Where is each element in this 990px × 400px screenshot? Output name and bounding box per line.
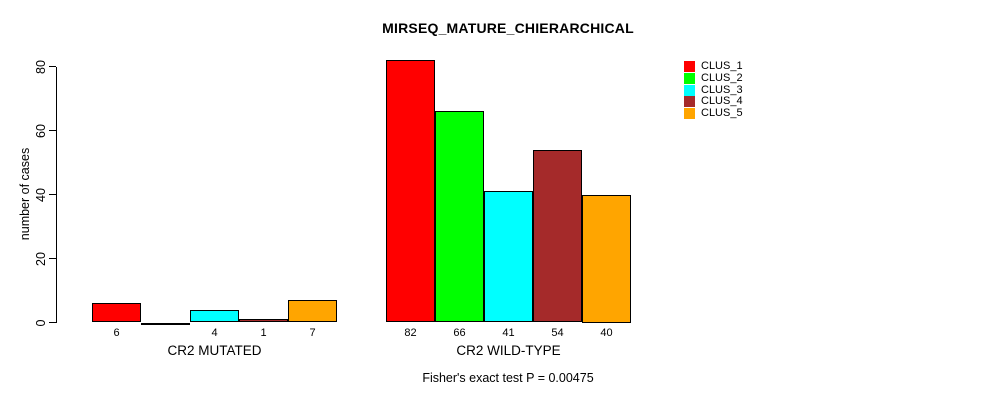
- legend-item-clus-5: CLUS_5: [684, 108, 743, 120]
- bar-clus-4-cr2-wild-type: [533, 149, 582, 323]
- y-axis-tick-label: 20: [34, 251, 48, 266]
- bar-clus-5-cr2-wild-type: [582, 194, 631, 323]
- y-axis-line: [56, 66, 57, 323]
- y-axis-tick: [49, 130, 56, 131]
- legend-swatch-clus-4: [684, 96, 695, 108]
- y-axis-tick-label: 0: [34, 319, 48, 326]
- bar-clus-4-cr2-mutated: [239, 319, 288, 323]
- chart-title: MIRSEQ_MATURE_CHIERARCHICAL: [382, 20, 634, 36]
- bar-value-label: 4: [211, 327, 218, 339]
- legend-swatch-clus-5: [684, 108, 695, 120]
- legend-item-clus-1: CLUS_1: [684, 61, 743, 73]
- y-axis-tick: [49, 258, 56, 259]
- bar-value-label: 66: [453, 327, 466, 339]
- bar-clus-3-cr2-mutated: [190, 309, 239, 323]
- bar-value-label: 54: [551, 327, 564, 339]
- legend-label: CLUS_4: [701, 95, 743, 108]
- x-category-cr2-wild-type: CR2 WILD-TYPE: [456, 343, 561, 358]
- legend-label: CLUS_2: [701, 72, 743, 85]
- legend-label: CLUS_5: [701, 107, 743, 120]
- bar-value-label: 6: [113, 327, 120, 339]
- y-axis-tick-label: 80: [34, 59, 48, 74]
- legend-swatch-clus-1: [684, 61, 695, 73]
- bar-clus-5-cr2-mutated: [288, 300, 337, 323]
- bar-clus-2-cr2-wild-type: [435, 111, 484, 323]
- legend-label: CLUS_1: [701, 60, 743, 73]
- fisher-test-annotation: Fisher's exact test P = 0.00475: [422, 371, 594, 385]
- bar-clus-1-cr2-mutated: [92, 303, 141, 323]
- legend-swatch-clus-3: [684, 84, 695, 96]
- bar-value-label: 82: [404, 327, 417, 339]
- bar-clus-1-cr2-wild-type: [386, 60, 435, 323]
- y-axis-label: number of cases: [18, 147, 32, 241]
- y-axis-tick: [49, 66, 56, 67]
- legend: CLUS_1 CLUS_2 CLUS_3 CLUS_4 CLUS_5: [684, 61, 743, 120]
- x-category-cr2-mutated: CR2 MUTATED: [167, 343, 262, 358]
- y-axis-tick-label: 60: [34, 123, 48, 138]
- legend-item-clus-3: CLUS_3: [684, 84, 743, 96]
- bar-clus-3-cr2-wild-type: [484, 191, 533, 323]
- bar-value-label: 41: [502, 327, 515, 339]
- bar-clus-2-cr2-mutated: [141, 322, 190, 325]
- y-axis-tick-label: 40: [34, 187, 48, 202]
- legend-swatch-clus-2: [684, 73, 695, 85]
- legend-label: CLUS_3: [701, 83, 743, 96]
- bar-value-label: 40: [600, 327, 613, 339]
- legend-item-clus-4: CLUS_4: [684, 96, 743, 108]
- legend-item-clus-2: CLUS_2: [684, 73, 743, 85]
- y-axis-tick: [49, 194, 56, 195]
- bar-value-label: 1: [260, 327, 267, 339]
- y-axis-tick: [49, 322, 56, 323]
- bar-value-label: 7: [309, 327, 316, 339]
